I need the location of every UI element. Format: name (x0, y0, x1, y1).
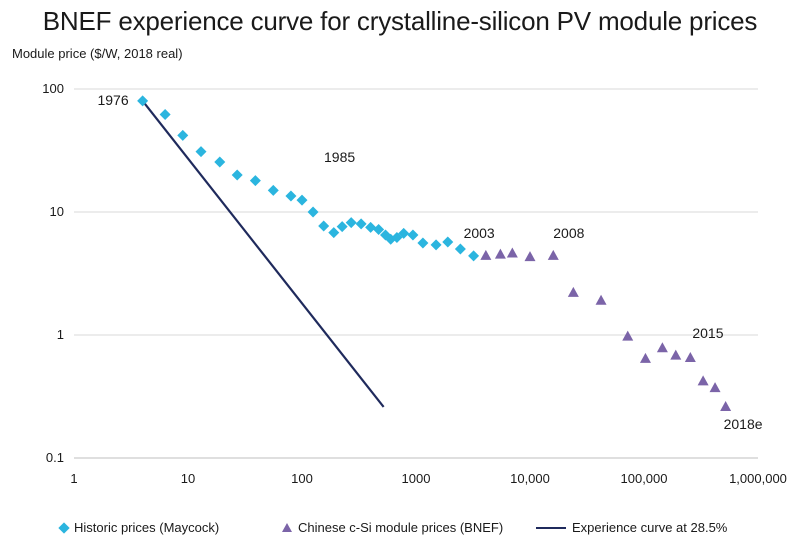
chinese-price-point (709, 382, 721, 393)
historic-price-point (468, 250, 480, 262)
chinese-price-point (547, 249, 559, 260)
chinese-price-point (480, 249, 492, 260)
line-marker-icon (536, 526, 566, 529)
chinese-price-point (684, 352, 696, 363)
historic-price-point (398, 227, 410, 239)
historic-price-point (267, 184, 279, 196)
chinese-price-point (524, 251, 536, 262)
historic-price-point (442, 236, 454, 248)
year-annotation: 2008 (553, 225, 584, 241)
x-tick-label: 1,000,000 (729, 471, 787, 486)
y-tick-label: 1 (57, 327, 64, 342)
x-tick-label: 10,000 (510, 471, 550, 486)
experience-curve-line (141, 100, 385, 408)
x-tick-label: 1 (70, 471, 77, 486)
chinese-price-point (494, 248, 506, 259)
chinese-price-point (622, 330, 634, 341)
y-tick-label: 100 (42, 81, 64, 96)
historic-price-point (249, 175, 261, 187)
year-annotation: 2003 (464, 225, 495, 241)
historic-price-point (454, 243, 466, 255)
legend-item-historic: Historic prices (Maycock) (58, 520, 219, 535)
historic-price-point (417, 237, 429, 249)
x-tick-label: 100,000 (621, 471, 668, 486)
historic-price-point (285, 190, 297, 202)
chinese-price-point (567, 286, 579, 297)
year-annotation: 1976 (97, 92, 128, 108)
historic-price-point (195, 146, 207, 158)
historic-price-point (137, 95, 149, 107)
historic-price-point (177, 129, 189, 141)
historic-price-point (407, 229, 419, 241)
historic-price-point (318, 220, 330, 232)
year-annotation: 2015 (692, 325, 723, 341)
year-annotation: 2018e (724, 416, 763, 432)
historic-price-point (296, 194, 308, 206)
legend-label-curve: Experience curve at 28.5% (572, 520, 728, 535)
chinese-price-point (506, 247, 518, 258)
historic-price-point (231, 169, 243, 181)
y-tick-label: 0.1 (46, 450, 64, 465)
x-tick-label: 100 (291, 471, 313, 486)
x-tick-label: 1000 (402, 471, 431, 486)
x-tick-label: 10 (181, 471, 195, 486)
historic-price-point (430, 239, 442, 251)
y-axis-title: Module price ($/W, 2018 real) (12, 46, 183, 61)
year-annotation: 1985 (324, 149, 355, 165)
chinese-price-point (639, 352, 651, 363)
chinese-price-point (720, 400, 732, 411)
legend-label-historic: Historic prices (Maycock) (74, 520, 220, 535)
historic-price-point (373, 224, 385, 236)
diamond-marker-icon (58, 521, 70, 534)
legend-label-chinese: Chinese c-Si module prices (BNEF) (298, 520, 504, 535)
historic-price-point (345, 217, 357, 229)
chart-title: BNEF experience curve for crystalline-si… (42, 6, 758, 36)
legend-item-curve: Experience curve at 28.5% (536, 520, 727, 535)
historic-price-point (159, 109, 171, 121)
legend-item-chinese: Chinese c-Si module prices (BNEF) (282, 520, 503, 535)
historic-price-point (365, 221, 377, 233)
chinese-price-point (697, 375, 709, 386)
triangle-marker-icon (282, 523, 292, 532)
historic-price-point (307, 206, 319, 218)
historic-price-point (328, 227, 340, 239)
chinese-price-point (656, 342, 668, 353)
historic-price-point (336, 221, 348, 233)
historic-price-point (355, 218, 367, 230)
historic-price-point (214, 156, 226, 168)
y-tick-label: 10 (50, 204, 64, 219)
chinese-price-point (595, 294, 607, 305)
chinese-price-point (670, 349, 682, 360)
